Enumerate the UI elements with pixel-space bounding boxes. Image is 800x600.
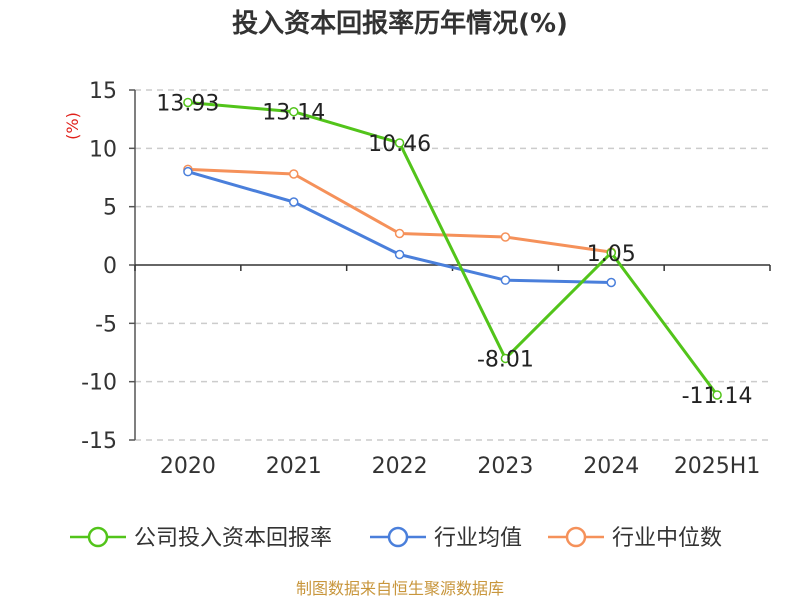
data-label: 10.46 [368, 132, 431, 157]
x-tick-label: 2024 [583, 454, 639, 479]
data-point [183, 166, 193, 177]
chart-title: 投入资本回报率历年情况(%) [232, 8, 568, 39]
x-tick-label: 2025H1 [674, 454, 761, 479]
legend-marker [387, 526, 409, 548]
data-label: 13.14 [262, 101, 325, 126]
source-note: 制图数据来自恒生聚源数据库 [296, 579, 504, 598]
data-point [394, 249, 405, 260]
data-point [606, 248, 616, 258]
data-point [500, 353, 511, 364]
data-point [289, 106, 299, 117]
data-point [500, 232, 511, 242]
legend-marker [87, 526, 109, 548]
legend-marker [565, 526, 587, 548]
legend: 公司投入资本回报率 行业均值 行业中位数 [70, 526, 722, 551]
y-tick-label: 10 [89, 137, 117, 162]
y-tick-label: 5 [103, 196, 117, 221]
x-tick-label: 2022 [372, 454, 428, 479]
legend-label: 行业均值 [434, 526, 522, 551]
data-point [289, 169, 299, 179]
data-label: 1.05 [587, 242, 636, 267]
data-labels: 13.93 13.14 10.46 -8.01 1.05 -11.14 [156, 91, 752, 408]
y-tick-label: -15 [81, 429, 117, 454]
legend-label: 公司投入资本回报率 [134, 526, 332, 551]
data-point [712, 390, 722, 400]
x-tick-label: 2021 [266, 454, 322, 479]
y-tick-label: -5 [95, 312, 117, 337]
data-label: 13.93 [156, 91, 219, 116]
series-layer [183, 97, 722, 400]
y-tick-label: -10 [81, 371, 117, 396]
x-tick-label: 2020 [160, 454, 216, 479]
data-point [183, 97, 193, 108]
legend-label: 行业中位数 [612, 526, 722, 551]
data-point [289, 197, 299, 207]
data-point [606, 277, 616, 288]
data-point [394, 228, 405, 239]
x-tick-label: 2023 [477, 454, 533, 479]
series-line [187, 167, 612, 254]
series-line [187, 170, 612, 284]
y-tick-label: 15 [89, 79, 117, 104]
data-point [500, 275, 511, 285]
axes: 15 10 5 0 -5 -10 -15 2020 2021 2022 2023 2024 2025H1 [81, 79, 771, 479]
data-label: -8.01 [477, 347, 534, 372]
series-line [187, 100, 719, 396]
data-point [394, 138, 405, 148]
y-tick-label: 0 [103, 254, 117, 279]
data-label: -11.14 [682, 384, 753, 409]
y-axis-label: (%) [63, 112, 82, 140]
